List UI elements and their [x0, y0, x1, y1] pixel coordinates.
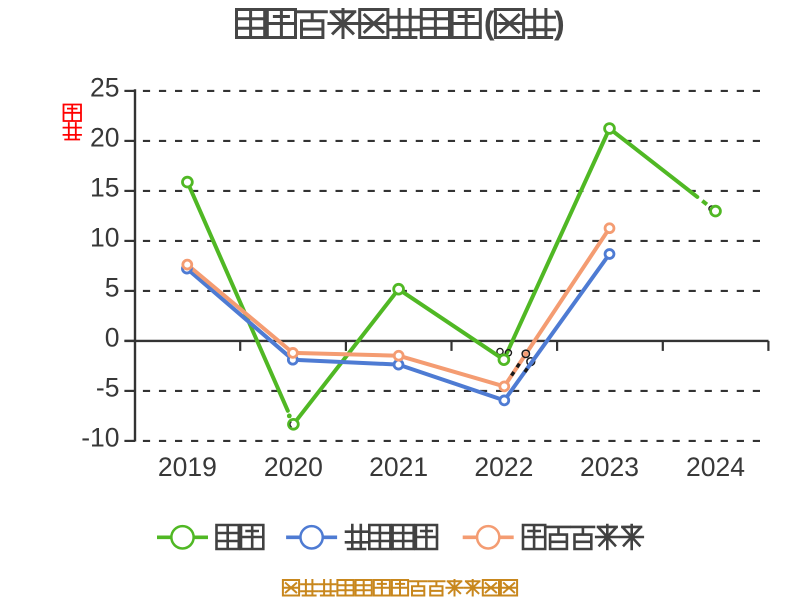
svg-text:): )	[554, 5, 565, 41]
svg-text:2024: 2024	[686, 452, 745, 482]
svg-text:15: 15	[90, 172, 119, 202]
svg-text:2020: 2020	[264, 452, 323, 482]
svg-text:10: 10	[90, 222, 119, 252]
svg-text:2019: 2019	[158, 452, 217, 482]
svg-text:2021: 2021	[369, 452, 428, 482]
svg-text:25: 25	[90, 72, 119, 102]
svg-text:2023: 2023	[580, 452, 639, 482]
svg-text:5: 5	[105, 272, 120, 302]
svg-text:20: 20	[90, 122, 119, 152]
svg-text:(: (	[484, 5, 495, 41]
svg-text:0: 0	[105, 322, 120, 352]
svg-text:2022: 2022	[474, 452, 533, 482]
svg-text:-10: -10	[81, 422, 119, 452]
svg-text:-5: -5	[96, 372, 120, 402]
